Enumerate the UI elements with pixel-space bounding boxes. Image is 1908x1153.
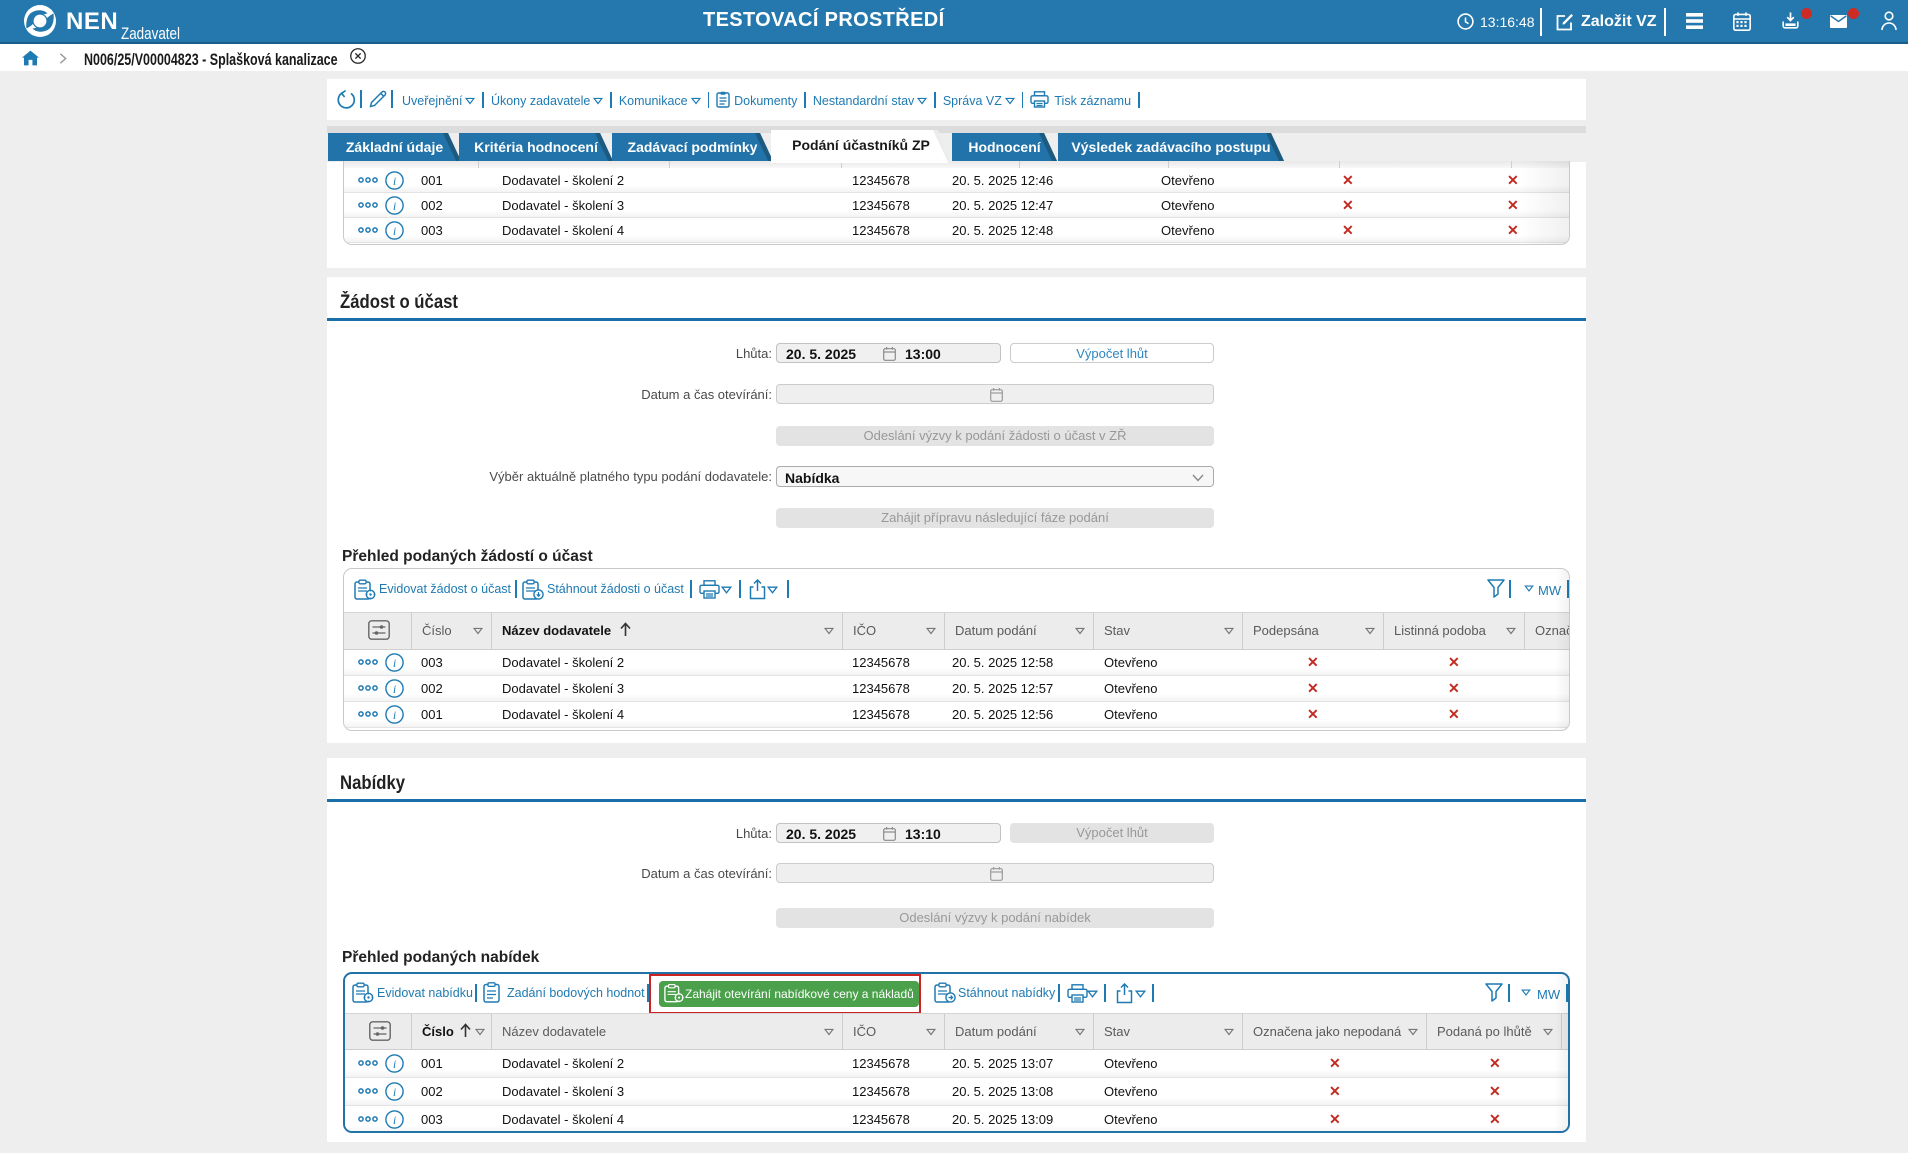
svg-text:i: i [393,174,396,188]
svg-text:i: i [393,199,396,213]
svg-text:i: i [393,708,396,722]
svg-text:i: i [393,1113,396,1127]
svg-text:i: i [393,224,396,238]
svg-text:i: i [393,682,396,696]
svg-text:i: i [393,1057,396,1071]
svg-text:i: i [393,656,396,670]
svg-text:i: i [393,1085,396,1099]
